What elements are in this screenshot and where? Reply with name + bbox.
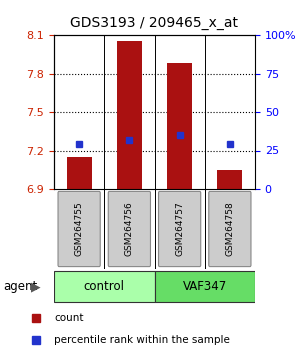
Text: GSM264756: GSM264756	[125, 202, 134, 256]
Text: GSM264755: GSM264755	[75, 202, 84, 256]
Bar	[54, 271, 154, 302]
Text: ▶: ▶	[31, 280, 41, 293]
Text: agent: agent	[3, 280, 37, 293]
Bar	[154, 271, 255, 302]
Text: control: control	[84, 280, 125, 293]
FancyBboxPatch shape	[209, 192, 251, 267]
Title: GDS3193 / 209465_x_at: GDS3193 / 209465_x_at	[70, 16, 239, 30]
Text: GSM264757: GSM264757	[175, 202, 184, 256]
Bar	[167, 63, 192, 189]
Text: VAF347: VAF347	[183, 280, 227, 293]
FancyBboxPatch shape	[108, 192, 151, 267]
Bar	[117, 41, 142, 189]
FancyBboxPatch shape	[58, 192, 100, 267]
Text: percentile rank within the sample: percentile rank within the sample	[54, 335, 230, 345]
FancyBboxPatch shape	[158, 192, 201, 267]
Text: GSM264758: GSM264758	[225, 202, 234, 256]
Bar	[67, 157, 92, 189]
Text: count: count	[54, 313, 83, 323]
Bar	[217, 170, 242, 189]
